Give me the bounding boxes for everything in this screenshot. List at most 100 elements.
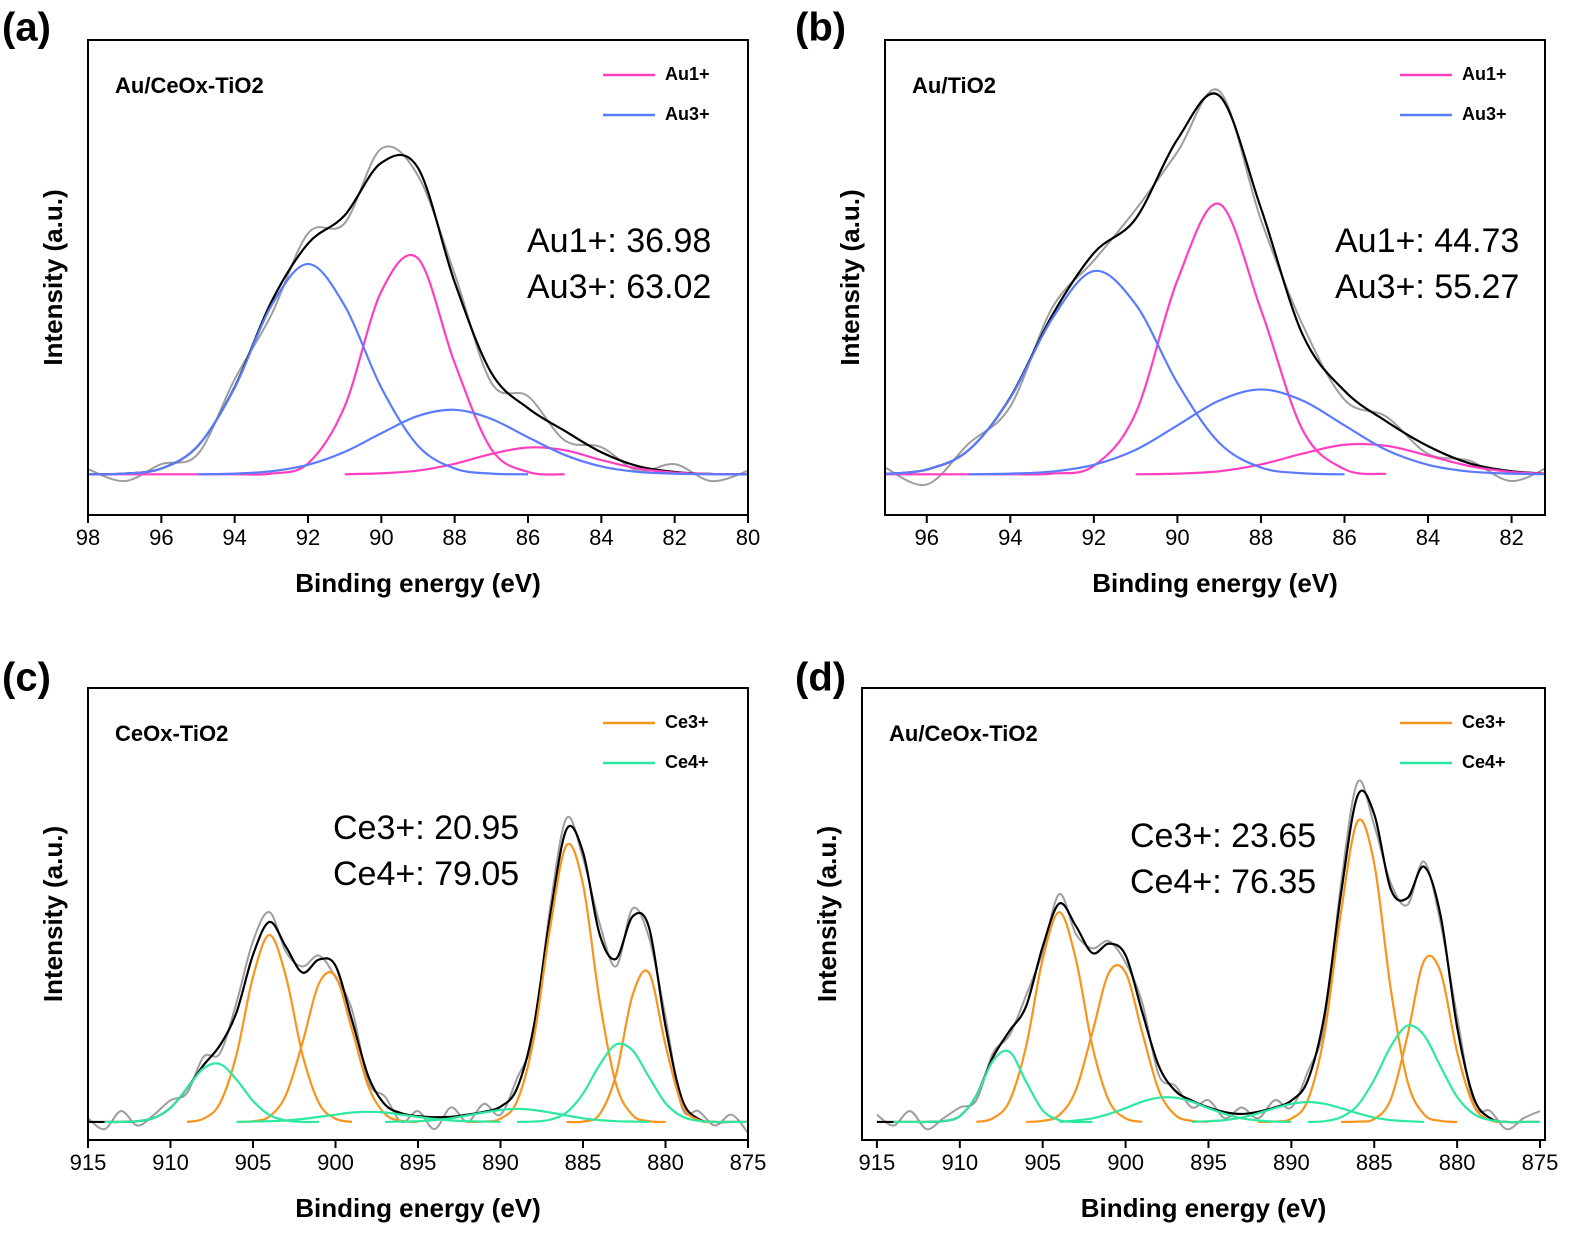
x-tick-label: 905 — [235, 1150, 272, 1175]
x-tick-label: 84 — [1416, 525, 1440, 550]
fit-curve — [1191, 1100, 1425, 1124]
fit-curve — [467, 842, 666, 1124]
x-tick-label: 915 — [70, 1150, 107, 1175]
series-group — [885, 88, 1545, 486]
fit-curve — [885, 202, 1387, 476]
plot-frame — [861, 687, 1546, 1141]
panel-label: (d) — [795, 656, 846, 700]
x-tick-label: 895 — [400, 1150, 437, 1175]
x-tick-label: 90 — [369, 525, 393, 550]
x-tick-label: 84 — [589, 525, 613, 550]
legend-label: Ce4+ — [1462, 752, 1506, 772]
plot-frame — [87, 39, 749, 516]
fit-curve — [876, 789, 1541, 1124]
panel-title: CeOx-TiO2 — [115, 721, 228, 746]
panel-label: (c) — [2, 656, 51, 700]
fit-curve — [885, 269, 1345, 476]
fit-curve — [1307, 1024, 1541, 1124]
panel-title: Au/CeOx-TiO2 — [889, 721, 1038, 746]
fit-curve — [88, 824, 748, 1124]
plot-frame — [87, 687, 749, 1141]
y-axis-title: Intensity (a.u.) — [835, 189, 865, 365]
fit-curve — [1026, 964, 1209, 1124]
x-tick-label: 905 — [1024, 1150, 1061, 1175]
x-tick-label: 82 — [662, 525, 686, 550]
x-tick-label: 900 — [1107, 1150, 1144, 1175]
x-tick-label: 890 — [482, 1150, 519, 1175]
x-tick-label: 890 — [1273, 1150, 1310, 1175]
x-tick-label: 895 — [1190, 1150, 1227, 1175]
raw-spectrum — [88, 815, 748, 1134]
fit-curve — [516, 1042, 748, 1124]
x-axis-title: Binding energy (eV) — [1092, 568, 1338, 598]
annotation: Ce4+: 79.05 — [333, 855, 519, 893]
x-axis-title: Binding energy (eV) — [295, 568, 541, 598]
fit-curve — [236, 1110, 501, 1124]
x-tick-label: 915 — [859, 1150, 896, 1175]
raw-spectrum — [88, 145, 748, 483]
series-group — [88, 145, 748, 483]
panel-title: Au/TiO2 — [912, 73, 996, 98]
legend-label: Au3+ — [665, 104, 710, 124]
fit-curve — [236, 971, 419, 1124]
x-tick-label: 90 — [1165, 525, 1189, 550]
annotation: Ce4+: 76.35 — [1130, 863, 1316, 901]
x-axis-title: Binding energy (eV) — [295, 1193, 541, 1223]
fit-curve — [893, 1049, 1093, 1124]
panel-label: (b) — [795, 6, 846, 50]
fit-curve — [197, 408, 748, 476]
x-tick-label: 96 — [915, 525, 939, 550]
fit-curve — [1258, 818, 1458, 1124]
x-tick-label: 88 — [1249, 525, 1273, 550]
x-tick-label: 94 — [998, 525, 1022, 550]
panel-title: Au/CeOx-TiO2 — [115, 73, 264, 98]
x-axis-title: Binding energy (eV) — [1081, 1193, 1327, 1223]
x-tick-label: 80 — [736, 525, 760, 550]
fit-curve — [88, 262, 529, 476]
x-tick-label: 900 — [317, 1150, 354, 1175]
x-tick-label: 96 — [149, 525, 173, 550]
fit-curve — [88, 253, 565, 476]
y-axis-title: Intensity (a.u.) — [812, 826, 842, 1002]
annotation: Au3+: 55.27 — [1335, 268, 1519, 306]
x-tick-label: 875 — [730, 1150, 767, 1175]
fit-curve — [566, 969, 732, 1124]
fit-curve — [88, 153, 748, 476]
x-tick-label: 885 — [565, 1150, 602, 1175]
raw-spectrum — [885, 88, 1545, 486]
x-tick-label: 910 — [152, 1150, 189, 1175]
series-group — [876, 779, 1541, 1131]
x-tick-label: 94 — [222, 525, 246, 550]
annotation: Au1+: 44.73 — [1335, 222, 1519, 260]
x-tick-label: 86 — [516, 525, 540, 550]
x-tick-label: 88 — [442, 525, 466, 550]
annotation: Ce3+: 20.95 — [333, 809, 519, 847]
x-tick-label: 86 — [1332, 525, 1356, 550]
x-tick-label: 82 — [1499, 525, 1523, 550]
legend-label: Ce3+ — [665, 712, 709, 732]
x-tick-label: 910 — [941, 1150, 978, 1175]
fit-curve — [1135, 442, 1545, 476]
x-tick-label: 98 — [76, 525, 100, 550]
x-tick-label: 875 — [1522, 1150, 1559, 1175]
fit-curve — [186, 933, 353, 1124]
y-axis-title: Intensity (a.u.) — [38, 826, 68, 1002]
annotation: Au3+: 63.02 — [527, 268, 711, 306]
x-tick-label: 880 — [1439, 1150, 1476, 1175]
annotation: Au1+: 36.98 — [527, 222, 711, 260]
series-group — [88, 815, 748, 1134]
fit-curve — [384, 1107, 650, 1124]
legend-label: Ce4+ — [665, 752, 709, 772]
fit-curve — [1341, 954, 1524, 1124]
legend-label: Au3+ — [1462, 104, 1507, 124]
x-tick-label: 92 — [1082, 525, 1106, 550]
legend-label: Ce3+ — [1462, 712, 1506, 732]
plot-frame — [884, 39, 1546, 516]
fit-curve — [968, 388, 1545, 476]
fit-curve — [1059, 1096, 1292, 1124]
x-tick-label: 885 — [1356, 1150, 1393, 1175]
legend-label: Au1+ — [1462, 64, 1507, 84]
legend-label: Au1+ — [665, 64, 710, 84]
annotation: Ce3+: 23.65 — [1130, 817, 1316, 855]
